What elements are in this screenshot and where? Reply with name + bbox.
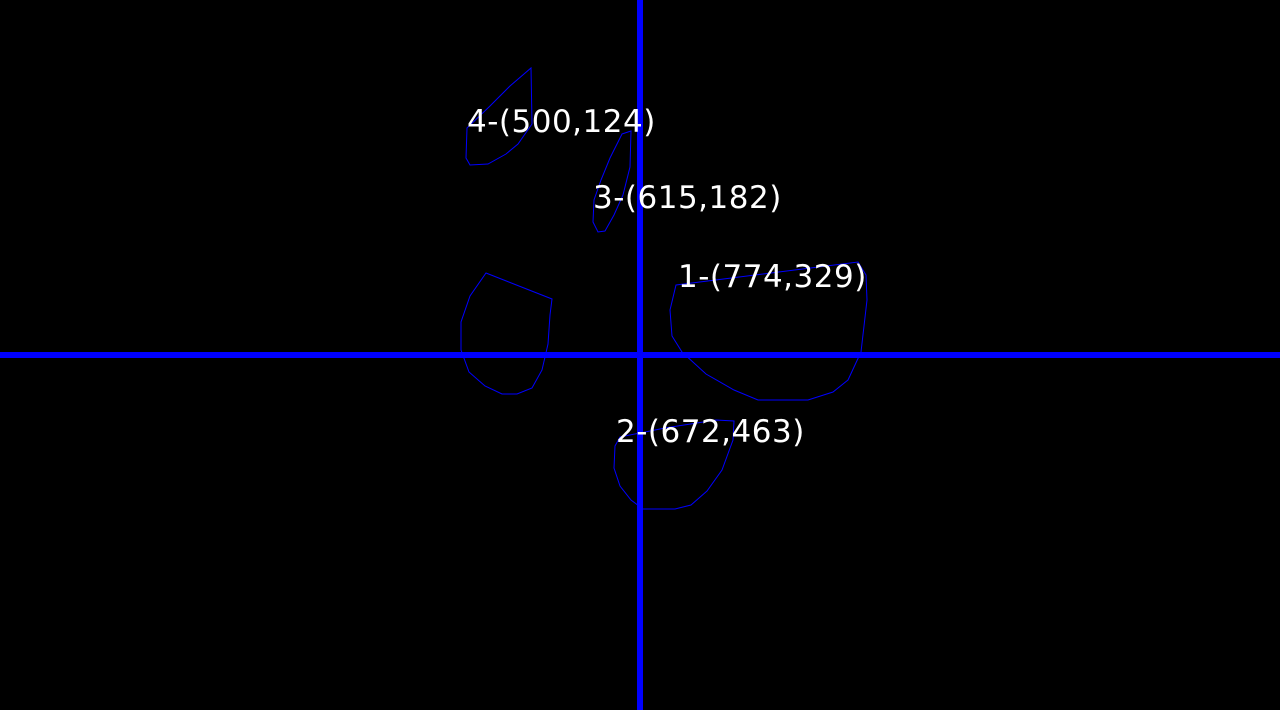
object-1-label: 1-(774,329) (678, 259, 867, 295)
object-4-contour (465, 66, 533, 166)
object-5-contour (460, 272, 553, 395)
object-3-label: 3-(615,182) (593, 180, 782, 216)
object-4-label: 4-(500,124) (467, 104, 656, 140)
object-2-contour (613, 419, 735, 510)
object-3-contour (592, 130, 632, 233)
object-1-contour (669, 261, 868, 401)
object-2-label: 2-(672,463) (616, 414, 805, 450)
